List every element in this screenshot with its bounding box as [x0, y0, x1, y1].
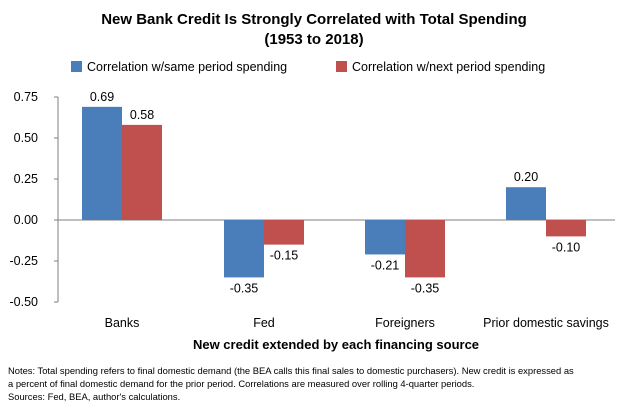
bar — [546, 220, 586, 237]
y-tick-label: 0.25 — [14, 172, 38, 186]
bar — [506, 187, 546, 220]
bar — [365, 220, 405, 255]
chart-subtitle: (1953 to 2018) — [264, 31, 363, 48]
bar — [122, 124, 162, 220]
legend-swatch-same-period — [71, 61, 82, 72]
data-label: -0.10 — [552, 240, 581, 254]
legend-swatch-next-period — [336, 61, 347, 72]
bar — [82, 106, 122, 220]
bars — [82, 106, 586, 278]
y-tick-label: 0.75 — [14, 90, 38, 104]
notes-line-2: a percent of final domestic demand for t… — [8, 378, 475, 389]
data-label: -0.35 — [411, 281, 440, 295]
chart-notes: Notes: Total spending refers to final do… — [8, 364, 620, 403]
data-label: -0.35 — [230, 281, 259, 295]
y-tick-label: -0.25 — [10, 254, 39, 268]
category-label: Fed — [253, 316, 275, 330]
notes-line-1: Notes: Total spending refers to final do… — [8, 365, 574, 376]
legend: Correlation w/same period spending Corre… — [71, 60, 545, 74]
data-label: 0.20 — [514, 170, 538, 184]
chart: New Bank Credit Is Strongly Correlated w… — [10, 11, 615, 352]
x-axis-label: New credit extended by each financing so… — [193, 337, 479, 352]
data-labels: 0.69 0.58 -0.35 -0.15 -0.21 -0.35 0.20 -0.10 — [90, 90, 580, 296]
data-label: 0.58 — [130, 108, 154, 122]
y-tick-label: 0.00 — [14, 213, 38, 227]
sources-line: Sources: Fed, BEA, author's calculations… — [8, 391, 181, 402]
y-tick-label: 0.50 — [14, 131, 38, 145]
bar — [264, 220, 304, 245]
data-label: 0.69 — [90, 90, 114, 104]
data-label: -0.21 — [371, 258, 400, 272]
category-label: Foreigners — [375, 316, 435, 330]
legend-label-next-period: Correlation w/next period spending — [352, 60, 545, 74]
legend-label-same-period: Correlation w/same period spending — [87, 60, 287, 74]
bar — [405, 220, 445, 278]
y-axis-ticks: 0.75 0.50 0.25 0.00 -0.25 -0.50 — [10, 90, 58, 309]
chart-title: New Bank Credit Is Strongly Correlated w… — [101, 11, 527, 28]
y-tick-label: -0.50 — [10, 295, 39, 309]
category-labels: Banks Fed Foreigners Prior domestic savings — [105, 316, 609, 330]
category-label: Prior domestic savings — [483, 316, 609, 330]
category-label: Banks — [105, 316, 140, 330]
bar — [224, 220, 264, 278]
data-label: -0.15 — [270, 249, 299, 263]
